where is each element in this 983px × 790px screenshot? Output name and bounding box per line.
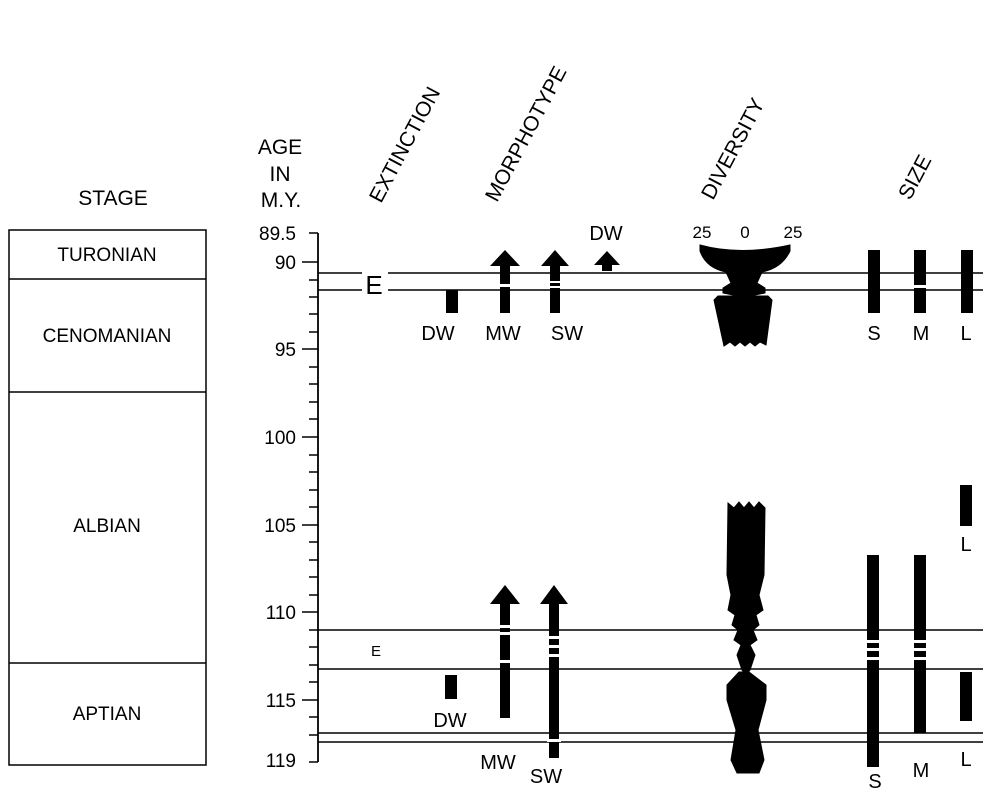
diversity-scale-center: 0 (740, 223, 749, 242)
size-label-l-lower: L (960, 749, 971, 771)
age-label-105: 105 (264, 516, 296, 537)
size-label-l-upper: L (960, 323, 971, 345)
stage-column-frame (8, 229, 207, 766)
age-label-100: 100 (264, 428, 296, 449)
size-bar-m-lower (914, 555, 926, 733)
size-gap-s-lower-1 (865, 640, 881, 643)
size-gap-s-lower-2 (865, 648, 881, 651)
size-gap-m-lower-3 (912, 657, 928, 660)
range-bar-mw-upper (500, 262, 510, 313)
range-arrowhead-sw-upper (541, 250, 569, 266)
stage-column: TURONIAN CENOMANIAN ALBIAN APTIAN (8, 229, 207, 766)
size-gap-s-lower-3 (865, 657, 881, 660)
age-axis-ticks (302, 232, 318, 763)
range-gap-sw-upper-1 (548, 281, 562, 283)
range-bar-dw-upper (446, 290, 458, 313)
range-gap-sw-upper-2 (548, 286, 562, 288)
diversity-scale-left: 25 (693, 223, 712, 242)
range-gap-mw-upper (498, 284, 512, 287)
size-bar-s-lower (867, 555, 879, 767)
header-morphotype: MORPHOTYPE (481, 63, 571, 206)
morphotype-label-dw-upper: DW (421, 323, 454, 345)
header-extinction: EXTINCTION (365, 83, 445, 206)
range-arrowhead-mw-upper (490, 250, 520, 266)
header-age-line1: AGE (258, 136, 302, 159)
header-size: SIZE (894, 151, 936, 203)
age-label-top: 89.5 (259, 224, 296, 245)
range-gap-sw-lower-1 (547, 636, 561, 639)
age-label-95: 95 (275, 340, 296, 361)
range-arrowhead-sw-lower (540, 585, 568, 604)
extinction-event-1-label: E (365, 270, 382, 300)
size-bar-s-upper (868, 250, 880, 313)
morphotype-label-mw-upper: MW (485, 323, 521, 345)
range-gap-mw-lower-1 (498, 625, 512, 628)
size-label-l-albian: L (960, 534, 971, 556)
extinction-label-mask (362, 272, 388, 294)
age-label-115: 115 (266, 691, 296, 712)
size-gap-m-lower-1 (912, 640, 928, 643)
size-label-m-lower: M (913, 760, 930, 782)
size-bar-l-upper (961, 250, 973, 313)
range-arrowhead-mw-lower (490, 585, 520, 604)
extinction-lines (318, 272, 983, 743)
header-diversity: DIVERSITY (697, 95, 769, 204)
age-label-bottom: 119 (266, 751, 296, 772)
size-gap-m-lower-2 (912, 648, 928, 651)
extinction-event-2-label: E (371, 643, 381, 660)
stage-label-aptian: APTIAN (73, 704, 142, 725)
range-gap-sw-lower-2 (547, 645, 561, 648)
size-ranges (865, 250, 973, 767)
range-bar-sw-lower (549, 602, 559, 758)
header-age-line2: IN (270, 163, 291, 186)
stage-label-turonian: TURONIAN (57, 245, 156, 266)
size-bar-l-lower (960, 672, 972, 721)
range-arrowhead-dw-top (594, 251, 620, 265)
header-stage: STAGE (78, 187, 148, 210)
age-label-110: 110 (266, 603, 296, 624)
morphotype-label-sw-upper: SW (551, 323, 583, 345)
diversity-scale-right: 25 (784, 223, 803, 242)
stage-label-cenomanian: CENOMANIAN (43, 326, 172, 347)
diversity-spindle-top (699, 244, 791, 296)
morphotype-ranges (445, 250, 620, 758)
range-bar-dw-top (602, 263, 612, 271)
diversity-spindle-albian (726, 501, 766, 676)
size-bar-m-upper (914, 250, 926, 313)
morphotype-label-sw-lower: SW (530, 766, 562, 788)
stage-label-albian: ALBIAN (73, 516, 141, 537)
age-label-90: 90 (275, 253, 296, 274)
range-gap-sw-lower-4 (547, 739, 561, 742)
age-axis: 89.5 90 95 100 105 110 115 119 (259, 224, 319, 772)
morphotype-label-dw-top: DW (589, 223, 622, 245)
diversity-spindle-cenomanian (713, 295, 773, 347)
header-age-line3: M.Y. (261, 189, 301, 212)
size-gap-m-upper (912, 285, 928, 288)
size-label-m-upper: M (913, 323, 930, 345)
morphotype-label-mw-lower: MW (480, 752, 516, 774)
range-gap-mw-lower-2 (498, 632, 512, 635)
size-label-s-upper: S (867, 323, 880, 345)
range-bar-dw-lower (445, 675, 457, 699)
diversity-spindle-aptian (726, 671, 767, 774)
size-label-s-lower: S (868, 771, 881, 790)
morphotype-label-dw-lower: DW (433, 710, 466, 732)
diversity-scale-arc (701, 246, 791, 255)
range-gap-sw-lower-3 (547, 654, 561, 657)
diversity-spindle (699, 244, 791, 774)
size-bar-l-albian (960, 485, 972, 526)
range-gap-mw-lower-3 (498, 660, 512, 663)
